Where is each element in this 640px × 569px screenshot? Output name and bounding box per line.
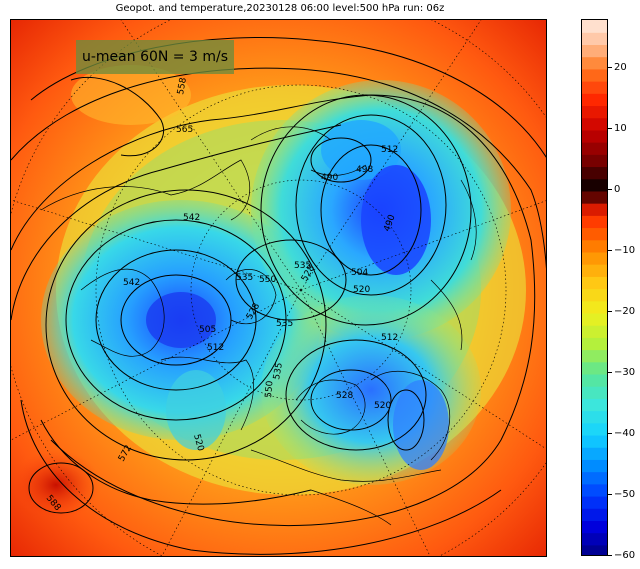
- contour-label: 520: [191, 433, 205, 452]
- colorbar-tick-label: −20: [608, 306, 635, 317]
- contour-label: 550: [264, 380, 275, 398]
- weather-map: 565 558 542 535 550 528 535 490 498 512 …: [10, 19, 547, 557]
- colorbar-band: [582, 398, 607, 412]
- colorbar-band: [582, 215, 607, 229]
- contour-label: 512: [381, 145, 398, 155]
- colorbar-band: [582, 239, 607, 253]
- colorbar-tick-label: −60: [608, 551, 635, 561]
- colorbar-band: [582, 93, 607, 107]
- contour-label: 535: [236, 273, 253, 283]
- contour-label: 490: [321, 173, 338, 183]
- colorbar-band: [582, 81, 607, 94]
- contour-label: 520: [374, 401, 391, 411]
- colorbar-band: [582, 129, 607, 143]
- colorbar-band: [582, 20, 607, 33]
- colorbar-band: [582, 154, 607, 168]
- colorbar-band: [582, 178, 607, 192]
- colorbar-band: [582, 434, 607, 448]
- colorbar-band: [582, 227, 607, 241]
- colorbar-tick-label: 20: [608, 62, 627, 73]
- colorbar-band: [582, 532, 607, 546]
- colorbar-tick-label: −30: [608, 367, 635, 378]
- colorbar-tick-label: 10: [608, 123, 627, 134]
- colorbar-band: [582, 251, 607, 265]
- contour-label: 565: [176, 125, 193, 135]
- contour-label: 505: [199, 325, 216, 335]
- colorbar-band: [582, 349, 607, 363]
- colorbar-tick-label: −10: [608, 245, 635, 256]
- cold-core-eurasia: [261, 295, 481, 485]
- colorbar-band: [582, 410, 607, 424]
- colorbar-band: [582, 276, 607, 290]
- colorbar-band: [582, 422, 607, 436]
- colorbar-band: [582, 142, 607, 155]
- contour-label: 558: [176, 77, 189, 96]
- colorbar-band: [582, 495, 607, 509]
- contour-label: 498: [356, 165, 373, 175]
- contour-label: 535: [294, 261, 311, 271]
- colorbar-band: [582, 361, 607, 375]
- colorbar-band: [582, 471, 607, 485]
- colorbar-band: [582, 337, 607, 351]
- colorbar-band: [582, 264, 607, 277]
- colorbar-band: [582, 508, 607, 521]
- colorbar-tick-label: 0: [608, 184, 620, 195]
- geopotential-contours: [11, 37, 546, 555]
- colorbar-band: [582, 312, 607, 326]
- contour-label: 528: [336, 391, 353, 401]
- colorbar-band: [582, 483, 607, 497]
- colorbar-tick-label: −50: [608, 489, 635, 500]
- contour-label: 512: [381, 333, 398, 343]
- colorbar-band: [582, 544, 607, 555]
- colorbar-ticks: 20 10 0 −10 −20 −30 −40 −50 −60: [608, 19, 640, 561]
- colorbar-band: [582, 56, 607, 70]
- colorbar: [581, 19, 608, 556]
- colorbar-band: [582, 373, 607, 387]
- colorbar-band: [582, 447, 607, 460]
- colorbar-band: [582, 68, 607, 82]
- colorbar-band: [582, 288, 607, 302]
- colorbar-band: [582, 32, 607, 45]
- colorbar-band: [582, 190, 607, 204]
- colorbar-band: [582, 459, 607, 473]
- colorbar-band: [582, 203, 607, 216]
- u-mean-label: u-mean 60N = 3 m/s: [76, 40, 234, 74]
- colorbar-band: [582, 520, 607, 534]
- contour-label: 542: [183, 213, 200, 223]
- colorbar-band: [582, 166, 607, 180]
- colorbar-band: [582, 325, 607, 338]
- contour-label-layer: 565 558 542 535 550 528 535 490 498 512 …: [44, 77, 398, 514]
- contour-label: 542: [123, 278, 140, 288]
- colorbar-band: [582, 117, 607, 131]
- contour-label: 504: [351, 268, 368, 278]
- colorbar-tick-label: −40: [608, 428, 635, 439]
- contour-label: 535: [272, 362, 285, 381]
- contour-label: 512: [207, 343, 224, 353]
- colorbar-band: [582, 300, 607, 314]
- colorbar-band: [582, 386, 607, 399]
- graticule: [11, 20, 546, 556]
- contour-label: 520: [353, 285, 370, 295]
- map-title: Geopot. and temperature,20230128 06:00 l…: [115, 3, 445, 14]
- colorbar-band: [582, 105, 607, 119]
- contour-label: 550: [259, 275, 276, 285]
- contour-label: 535: [276, 319, 293, 329]
- colorbar-band: [582, 44, 607, 58]
